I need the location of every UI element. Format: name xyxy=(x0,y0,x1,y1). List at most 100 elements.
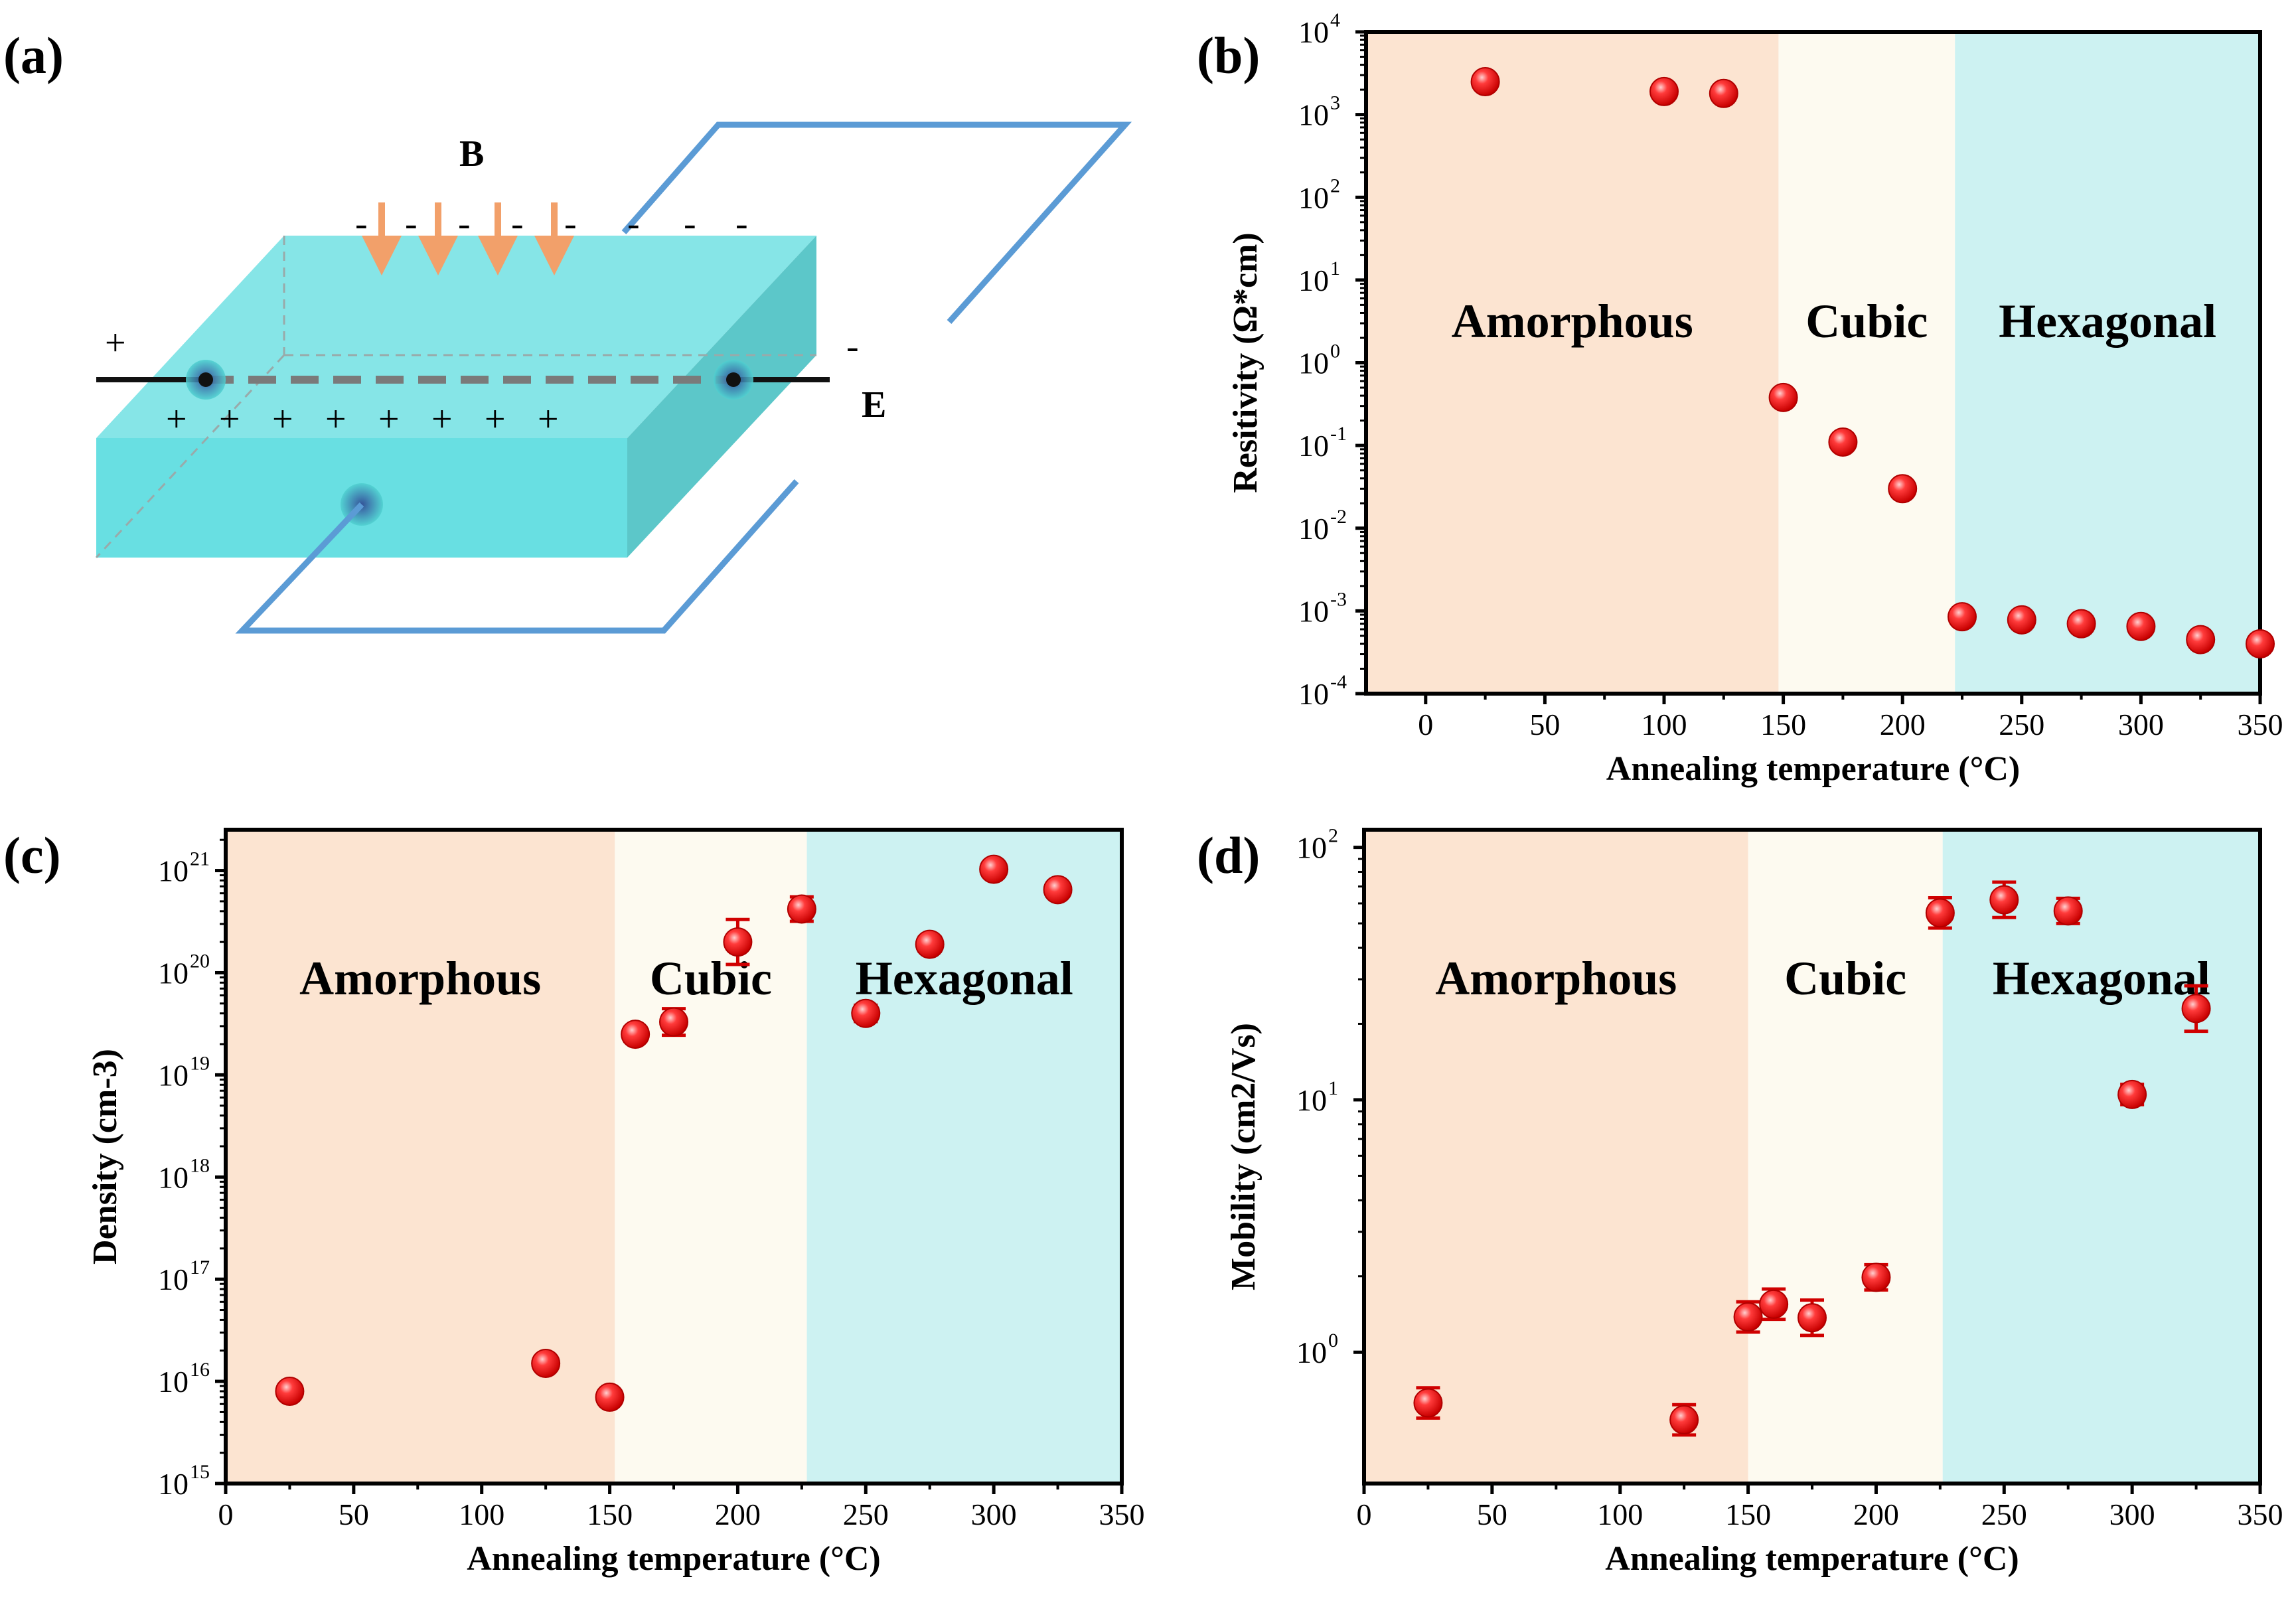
x-tick-label: 50 xyxy=(339,1497,369,1531)
y-tick-label: 10 xyxy=(158,1467,189,1501)
x-tick-label: 100 xyxy=(1597,1497,1643,1531)
data-point xyxy=(915,929,945,959)
y-tick-label: 10 xyxy=(1296,831,1327,865)
y-tick-label: 10 xyxy=(1298,677,1329,711)
data-point xyxy=(1768,382,1798,412)
data-point xyxy=(1798,1303,1827,1333)
region-label-hexagonal: Hexagonal xyxy=(856,952,1073,1005)
x-tick-label: 100 xyxy=(1642,708,1687,741)
magnetic-field-arrows xyxy=(362,202,574,275)
top-charges: -------- xyxy=(355,203,748,244)
top-charge: - xyxy=(564,203,577,244)
data-point xyxy=(1709,78,1738,108)
data-point xyxy=(851,998,881,1028)
y-tick-exponent: 2 xyxy=(1330,175,1340,196)
slab-side-face xyxy=(627,236,816,558)
data-point xyxy=(531,1348,561,1378)
x-tick-label: 0 xyxy=(1357,1497,1372,1531)
x-tick-label: 150 xyxy=(1760,708,1806,741)
data-point xyxy=(2117,1079,2147,1109)
region-label-hexagonal: Hexagonal xyxy=(1993,952,2210,1005)
y-axis-label: Resitivity (Ω*cm) xyxy=(1227,232,1264,493)
y-tick-exponent: 3 xyxy=(1330,92,1340,114)
region-cubic-bg xyxy=(615,830,807,1484)
slab-top-face xyxy=(96,236,816,438)
region-hexagonal-bg xyxy=(806,830,1122,1484)
data-point xyxy=(2007,605,2036,635)
front-charge: + xyxy=(485,399,506,440)
data-point xyxy=(1888,474,1918,504)
y-tick-exponent: -1 xyxy=(1330,423,1347,445)
y-tick-exponent: 15 xyxy=(190,1461,210,1483)
x-tick-label: 250 xyxy=(843,1497,889,1531)
front-charges: + + + + + + + + xyxy=(166,399,559,440)
data-point xyxy=(979,854,1009,884)
region-label-amorphous: Amorphous xyxy=(299,952,541,1005)
panel-label-b: (b) xyxy=(1197,27,1260,84)
top-charge: - xyxy=(684,203,696,244)
y-tick-exponent: 0 xyxy=(1328,1330,1338,1351)
x-tick-label: 100 xyxy=(459,1497,504,1531)
y-tick-exponent: -3 xyxy=(1330,588,1347,610)
data-point xyxy=(621,1020,651,1049)
y-tick-label: 10 xyxy=(1298,512,1329,546)
left-sign: + xyxy=(105,323,126,364)
y-tick-exponent: -2 xyxy=(1330,506,1347,528)
panel-label-c: (c) xyxy=(3,826,61,884)
region-amorphous-bg xyxy=(1364,830,1748,1484)
front-charge: + xyxy=(166,399,187,440)
x-tick-label: 300 xyxy=(2109,1497,2155,1531)
region-cubic-bg xyxy=(1778,32,1955,694)
x-tick-label: 300 xyxy=(2118,708,2164,741)
x-tick-label: 200 xyxy=(1853,1497,1899,1531)
region-hexagonal-bg xyxy=(1942,830,2260,1484)
y-tick-exponent: -4 xyxy=(1330,671,1347,693)
y-tick-exponent: 1 xyxy=(1330,258,1340,279)
y-tick-exponent: 1 xyxy=(1328,1077,1338,1099)
top-charge: - xyxy=(405,203,418,244)
x-tick-label: 0 xyxy=(1418,708,1433,741)
y-tick-label: 10 xyxy=(158,1058,189,1092)
slab-hidden-edges xyxy=(95,236,816,559)
data-point xyxy=(659,1007,688,1037)
y-axis-label: Mobility (cm2/Vs) xyxy=(1225,1023,1263,1290)
data-point xyxy=(1669,1405,1699,1435)
region-label-amorphous: Amorphous xyxy=(1452,295,1693,348)
y-tick-label: 10 xyxy=(1298,15,1329,49)
x-tick-label: 200 xyxy=(1880,708,1926,741)
x-tick-label: 300 xyxy=(971,1497,1017,1531)
x-axis-label: Annealing temperature (°C) xyxy=(1605,1540,2019,1578)
y-tick-exponent: 0 xyxy=(1330,341,1340,362)
region-hexagonal-bg xyxy=(1955,32,2260,694)
front-charge: + xyxy=(431,399,453,440)
data-point xyxy=(1948,602,1977,632)
data-point xyxy=(1759,1289,1789,1319)
region-amorphous-bg xyxy=(1366,32,1779,694)
y-tick-label: 10 xyxy=(1296,1083,1327,1117)
data-point xyxy=(1649,76,1679,106)
lower-wire xyxy=(235,479,799,634)
data-point xyxy=(1733,1302,1763,1332)
data-point xyxy=(1470,67,1500,97)
front-charge: + xyxy=(538,399,559,440)
y-tick-exponent: 4 xyxy=(1330,9,1340,31)
x-tick-label: 250 xyxy=(1999,708,2044,741)
upper-wire xyxy=(621,121,1132,324)
top-charge: - xyxy=(511,203,524,244)
region-label-cubic: Cubic xyxy=(1784,952,1906,1005)
y-tick-label: 10 xyxy=(158,1365,189,1399)
x-axis-label: Annealing temperature (°C) xyxy=(467,1540,881,1578)
panel-a: (a) B E + xyxy=(3,27,1132,634)
y-tick-label: 10 xyxy=(158,1262,189,1296)
y-tick-label: 10 xyxy=(1298,346,1329,380)
data-point xyxy=(1861,1262,1891,1292)
data-point xyxy=(1989,885,2019,915)
front-charge: + xyxy=(219,399,240,440)
y-tick-label: 10 xyxy=(1298,98,1329,132)
data-point xyxy=(1925,898,1955,928)
y-tick-exponent: 19 xyxy=(190,1052,210,1074)
